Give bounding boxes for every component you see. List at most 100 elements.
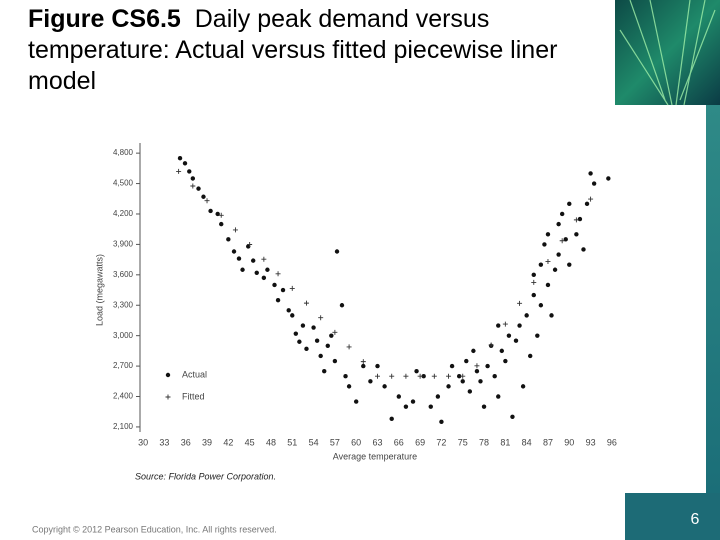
actual-point (208, 208, 213, 214)
actual-point (421, 374, 426, 379)
fitted-point (573, 217, 579, 223)
actual-point (435, 394, 441, 399)
legend-label: Fitted (182, 391, 205, 401)
actual-point (506, 333, 512, 338)
fitted-point (474, 363, 480, 369)
x-tick-label: 45 (245, 437, 255, 447)
actual-point (190, 176, 196, 181)
x-tick-label: 51 (287, 437, 297, 447)
x-tick-label: 78 (479, 437, 489, 447)
fitted-point (517, 300, 523, 306)
x-tick-label: 69 (415, 437, 425, 447)
actual-point (240, 267, 245, 272)
actual-point (538, 303, 544, 308)
actual-point (552, 267, 558, 272)
fitted-point (403, 373, 409, 379)
x-tick-label: 54 (309, 437, 319, 447)
actual-point (322, 368, 327, 374)
x-axis-label: Average temperature (333, 451, 417, 461)
y-tick-label: 2,100 (113, 422, 134, 431)
actual-point (353, 399, 359, 404)
actual-point (329, 333, 334, 338)
actual-point (556, 252, 561, 257)
fitted-point (303, 300, 309, 306)
fitted-point (261, 256, 267, 262)
actual-point (535, 333, 540, 338)
actual-point (474, 368, 480, 374)
actual-point (464, 358, 469, 364)
actual-point (492, 374, 497, 379)
actual-point (361, 363, 366, 369)
actual-point (584, 201, 590, 207)
x-tick-label: 48 (266, 437, 276, 447)
fitted-point (176, 168, 182, 174)
actual-point (254, 270, 259, 275)
actual-point (414, 368, 419, 374)
actual-point (346, 384, 352, 389)
x-tick-label: 87 (543, 437, 553, 447)
x-tick-label: 81 (500, 437, 510, 447)
actual-point (304, 346, 309, 352)
x-tick-label: 90 (564, 437, 574, 447)
actual-point (410, 399, 416, 404)
title-label: Figure CS6.5 (28, 5, 181, 33)
actual-point (574, 232, 579, 237)
actual-point (250, 258, 256, 263)
actual-point (236, 256, 242, 261)
fitted-point (218, 212, 224, 218)
actual-point (280, 287, 286, 293)
fitted-point (332, 329, 338, 335)
actual-point (503, 358, 508, 364)
actual-point (559, 211, 565, 217)
actual-point (428, 404, 433, 409)
x-tick-label: 84 (522, 437, 532, 447)
actual-point (513, 338, 519, 343)
actual-point (314, 338, 320, 343)
x-tick-label: 66 (394, 437, 404, 447)
actual-point (591, 181, 597, 186)
fitted-point (289, 285, 295, 291)
actual-point (520, 384, 526, 389)
actual-point (549, 313, 554, 318)
x-tick-label: 39 (202, 437, 212, 447)
x-tick-label: 63 (372, 437, 382, 447)
legend-marker (165, 394, 171, 400)
actual-point (272, 282, 277, 288)
actual-point (231, 249, 237, 254)
actual-point (334, 249, 340, 254)
y-tick-label: 3,000 (113, 331, 134, 340)
fitted-point (460, 373, 466, 379)
y-tick-label: 2,400 (113, 392, 134, 401)
actual-point (368, 379, 373, 384)
fitted-point (204, 198, 210, 204)
title-text: Daily peak demand versus temperature: Ac… (28, 5, 558, 95)
x-tick-label: 96 (607, 437, 617, 447)
actual-point (339, 303, 345, 308)
actual-point (499, 348, 505, 354)
actual-point (485, 363, 490, 369)
actual-point (219, 221, 224, 227)
actual-point (389, 416, 394, 422)
actual-point (517, 323, 522, 328)
actual-point (471, 348, 476, 354)
actual-point (531, 292, 536, 298)
actual-point (318, 353, 323, 359)
fitted-point (247, 242, 253, 248)
actual-point (439, 419, 444, 425)
actual-point (581, 247, 586, 252)
actual-point (375, 363, 380, 369)
x-tick-label: 57 (330, 437, 340, 447)
legend-label: Actual (182, 369, 207, 379)
actual-point (201, 194, 206, 199)
actual-point (456, 374, 462, 379)
actual-point (478, 379, 483, 384)
fitted-point (389, 373, 395, 379)
fitted-point (545, 259, 551, 265)
x-tick-label: 33 (159, 437, 169, 447)
fitted-point (502, 321, 508, 327)
actual-point (265, 267, 270, 272)
actual-point (467, 389, 473, 394)
actual-point (286, 308, 291, 313)
page-number-box (625, 493, 720, 540)
